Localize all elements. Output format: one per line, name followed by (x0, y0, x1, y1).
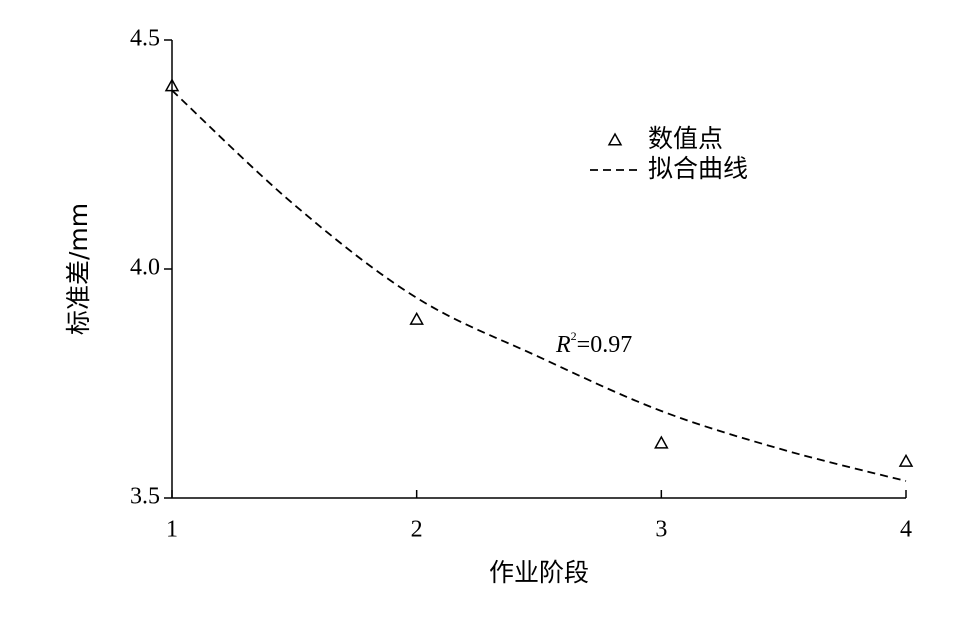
fit-curve (171, 89, 907, 482)
annotation-sup: 2 (571, 329, 577, 343)
y-tick-label: 4.5 (130, 26, 160, 52)
x-tick-label: 1 (166, 517, 178, 543)
data-point (409, 311, 424, 325)
legend-marker (607, 132, 623, 146)
y-tick-label: 3.5 (130, 484, 160, 510)
annotation-r: R (555, 332, 571, 358)
legend-label: 数值点 (648, 124, 723, 153)
x-tick-label: 4 (900, 517, 912, 543)
legend-label: 拟合曲线 (648, 154, 748, 183)
data-point (898, 453, 914, 467)
annotation: R2=0.97 (555, 329, 632, 358)
y-axis-label: 标准差/mm (64, 203, 93, 335)
x-tick-label: 2 (411, 517, 423, 543)
x-axis-label: 作业阶段 (489, 558, 589, 587)
data-point (654, 435, 669, 449)
y-tick-label: 4.0 (130, 255, 160, 281)
annotation-value: =0.97 (577, 332, 633, 358)
x-tick-label: 3 (655, 517, 667, 543)
